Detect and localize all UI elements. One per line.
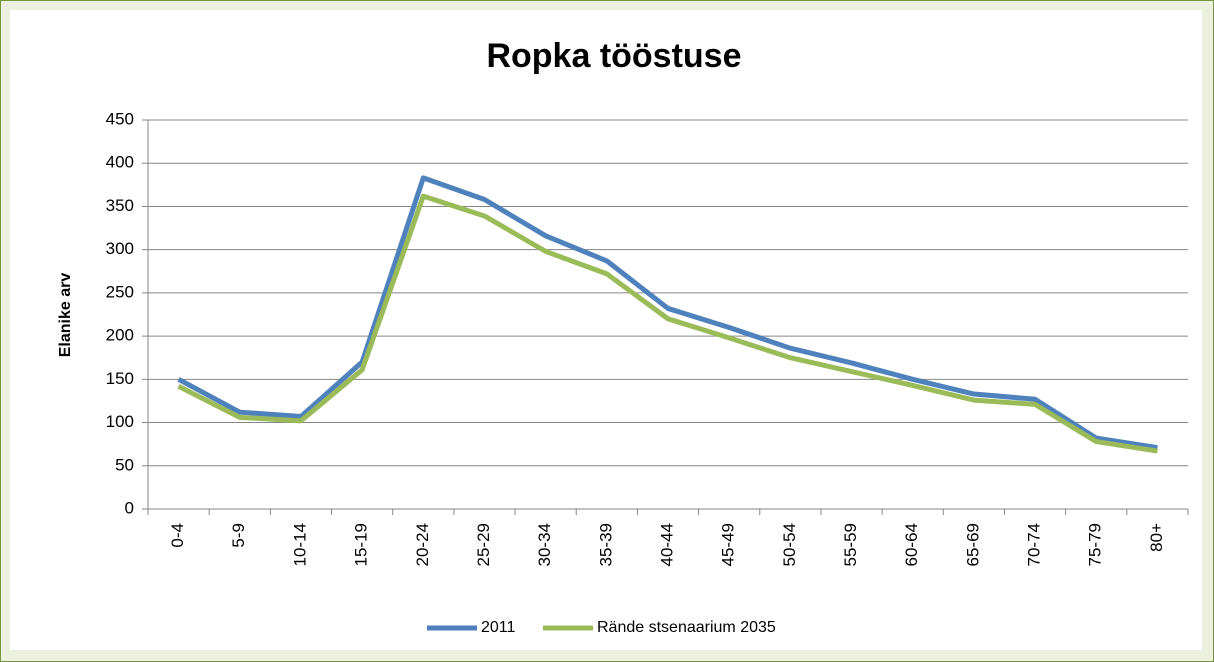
x-tick-label: 15-19	[352, 523, 371, 566]
series-line	[177, 193, 1158, 454]
x-tick-label: 5-9	[229, 523, 248, 548]
y-tick-label: 0	[125, 498, 134, 517]
y-tick-label: 250	[106, 282, 134, 301]
x-tick-label: 75-79	[1086, 523, 1105, 566]
y-tick-label: 50	[115, 455, 134, 474]
legend-label: Rände stsenaarium 2035	[597, 619, 776, 636]
series-line	[177, 175, 1158, 451]
legend-label: 2011	[481, 619, 516, 636]
x-tick-label: 65-69	[963, 523, 982, 566]
y-tick-label: 300	[106, 239, 134, 258]
x-tick-label: 70-74	[1025, 523, 1044, 566]
y-tick-label: 100	[106, 412, 134, 431]
x-tick-label: 80+	[1147, 523, 1166, 552]
x-tick-label: 40-44	[657, 523, 676, 566]
x-tick-label: 0-4	[168, 523, 187, 548]
x-tick-label: 45-49	[719, 523, 738, 566]
chart-title: Ropka tööstuse	[486, 37, 741, 75]
y-axis-label: Elanike arv	[57, 273, 74, 358]
x-tick-label: 35-39	[596, 523, 615, 566]
y-tick-label: 450	[106, 109, 134, 128]
x-tick-label: 25-29	[474, 523, 493, 566]
x-tick-label: 60-64	[902, 523, 921, 566]
y-tick-label: 150	[106, 369, 134, 388]
chart-area	[10, 10, 1202, 650]
y-tick-label: 400	[106, 153, 134, 172]
x-tick-label: 10-14	[290, 523, 309, 566]
x-tick-label: 50-54	[780, 523, 799, 566]
x-tick-label: 20-24	[413, 523, 432, 566]
x-tick-label: 30-34	[535, 523, 554, 566]
x-tick-label: 55-59	[841, 523, 860, 566]
y-tick-label: 350	[106, 196, 134, 215]
y-tick-label: 200	[106, 326, 134, 345]
